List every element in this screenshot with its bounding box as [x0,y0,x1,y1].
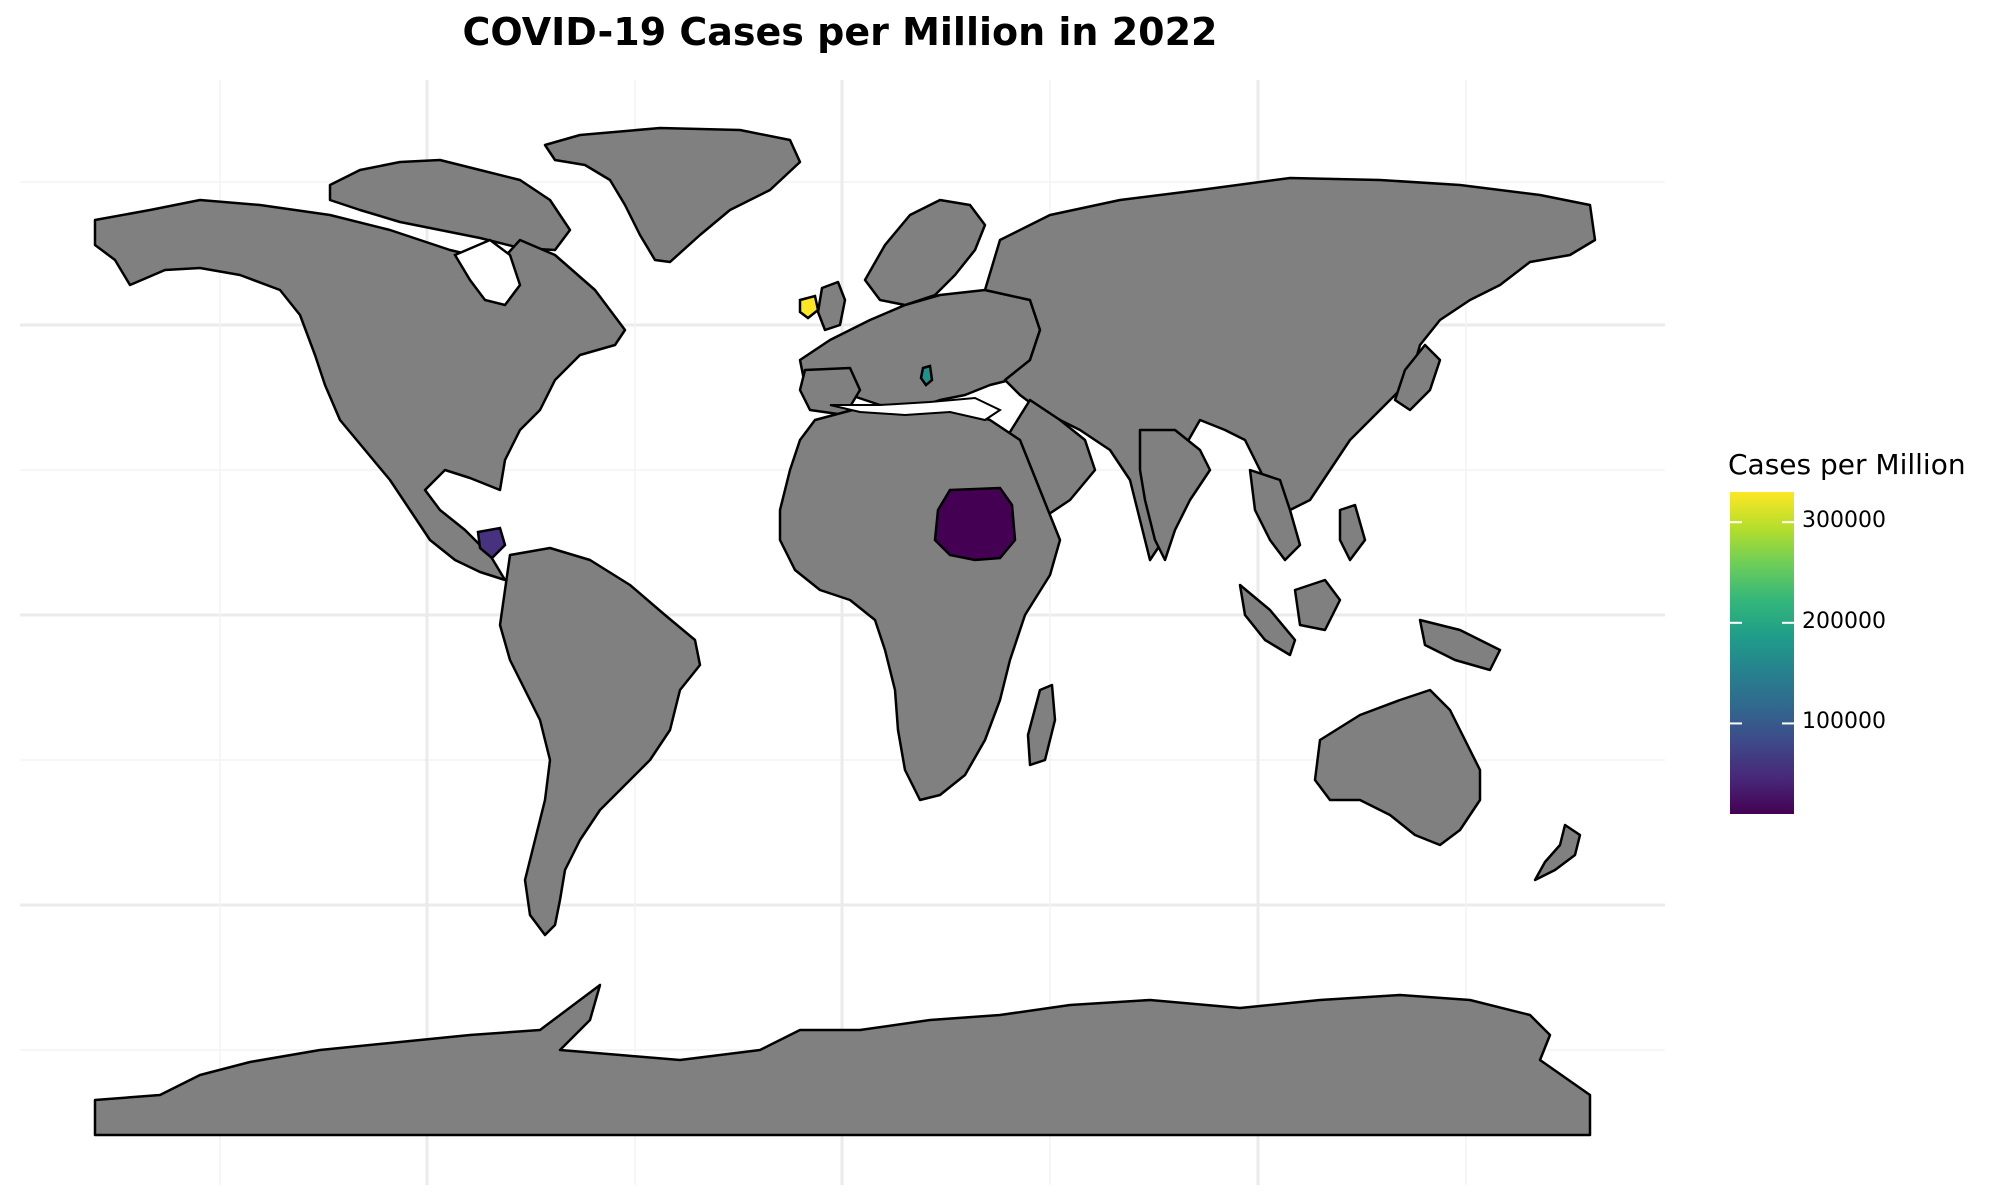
india-shape [1138,428,1212,562]
new-zealand-shape [1533,823,1582,882]
philippines-shape [1338,503,1367,562]
colorbar-tick-label: 100000 [1802,709,1886,735]
colorbar-tick-label: 300000 [1802,508,1886,534]
borneo-shape [1293,578,1342,632]
se-asia-shape [1248,468,1302,562]
honduras-region [476,526,507,560]
japan-shape [1393,343,1442,412]
sudan-region [933,486,1017,562]
north-america-shape [93,198,627,582]
colorbar-tick-label: 200000 [1802,608,1886,634]
arctic-islands-shape [328,158,572,252]
greenland-shape [543,126,802,264]
mediterranean-shape [829,396,1003,422]
hudson-bay-shape [453,238,522,307]
madagascar-shape [1026,683,1057,767]
africa-shape [778,403,1062,802]
albania-region [919,364,934,387]
south-america-shape [498,546,702,937]
scandinavia-shape [863,198,987,307]
legend-title: Cases per Million [1728,448,1966,481]
australia-shape [1313,688,1482,847]
indonesia-shape [1238,583,1297,657]
antarctica-shape [93,983,1592,1137]
colorbar-rect [1730,492,1794,814]
highlighted-countries [476,294,1017,562]
map-title: COVID-19 Cases per Million in 2022 [462,10,1218,54]
new-guinea-shape [1418,618,1502,672]
uk-shape [816,280,847,332]
land-masses [93,126,1597,1137]
legend-colorbar [1730,492,1794,814]
ireland-region [798,294,820,320]
asia-shape [983,176,1597,562]
